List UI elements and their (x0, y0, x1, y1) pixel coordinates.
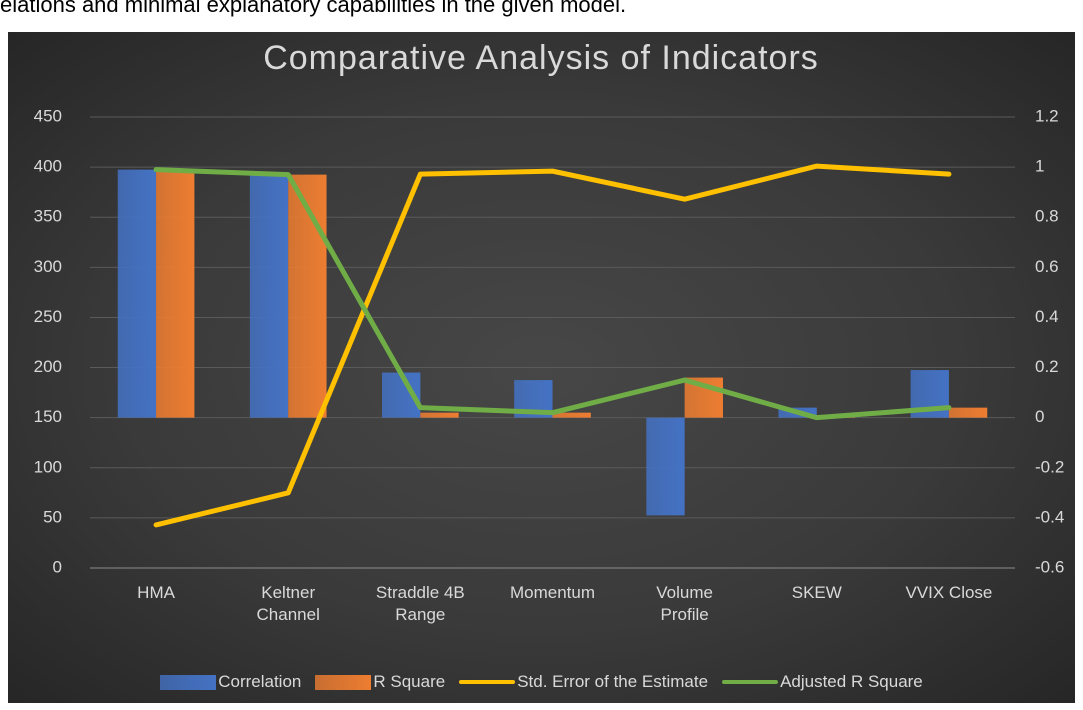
legend-swatch (459, 680, 516, 684)
y2-tick-label: 0.8 (1035, 207, 1059, 226)
header-text: elations and minimal explanatory capabil… (0, 0, 627, 17)
y2-tick-label: -0.6 (1035, 557, 1064, 576)
chart-title: Comparative Analysis of Indicators (263, 39, 819, 77)
x-tick-label: Momentum (509, 583, 596, 602)
legend-item: Correlation (160, 672, 301, 692)
legend-swatch (722, 680, 779, 684)
y-tick-label: 350 (34, 207, 62, 226)
y-tick-label: 0 (53, 557, 62, 576)
x-tick-label: Volume Profile (656, 583, 713, 624)
bar (420, 412, 459, 418)
legend-label: Std. Error of the Estimate (517, 672, 709, 691)
y-tick-label: 300 (34, 257, 62, 276)
y2-tick-label: -0.4 (1035, 507, 1064, 526)
legend: Correlation R Square Std. Error of the Est… (8, 672, 1075, 692)
bar (948, 407, 988, 418)
line-series (153, 163, 952, 528)
legend-label: Correlation (218, 672, 302, 691)
y-tick-label: 100 (34, 457, 62, 476)
y2-tick-label: 0.6 (1035, 257, 1059, 276)
y2-tick-label: 0.2 (1035, 357, 1059, 376)
y-tick-label: 150 (34, 407, 62, 426)
bar (288, 174, 327, 418)
bar (117, 169, 157, 418)
legend-label: Adjusted R Square (780, 672, 923, 691)
y-tick-label: 50 (43, 507, 62, 526)
y-tick-label: 250 (34, 307, 62, 326)
y2-tick-label: 0.4 (1035, 307, 1059, 326)
y-tick-label: 450 (34, 106, 62, 125)
y-tick-label: 200 (34, 357, 62, 376)
y2-tick-label: 1.2 (1035, 106, 1059, 125)
legend-item: R Square (315, 672, 445, 692)
bar (646, 417, 685, 516)
legend-item: Std. Error of the Estimate (459, 672, 708, 692)
legend-swatch (315, 674, 372, 690)
line-series (153, 167, 952, 421)
bar (156, 169, 195, 418)
chart: Comparative Analysis of Indicators 0 50 10… (8, 32, 1075, 703)
x-tick-label: Straddle 4B Range (375, 583, 465, 624)
plot: Comparative Analysis of Indicators 05010… (34, 39, 1065, 577)
y-tick-label: 400 (34, 157, 62, 176)
bar (249, 172, 289, 418)
legend-label: R Square (373, 672, 446, 691)
y2-tick-label: -0.2 (1035, 457, 1064, 476)
bar (552, 412, 591, 418)
x-tick-label: SKEW (791, 583, 842, 602)
y2-tick-label: 1 (1035, 157, 1044, 176)
x-tick-label: HMA (137, 583, 175, 602)
x-tick-label: VVIX Close (905, 583, 993, 602)
y2-tick-label: 0 (1035, 407, 1044, 426)
legend-swatch (160, 674, 217, 690)
x-tick-label: Keltner Channel (256, 583, 320, 624)
legend-item: Adjusted R Square (722, 672, 923, 692)
